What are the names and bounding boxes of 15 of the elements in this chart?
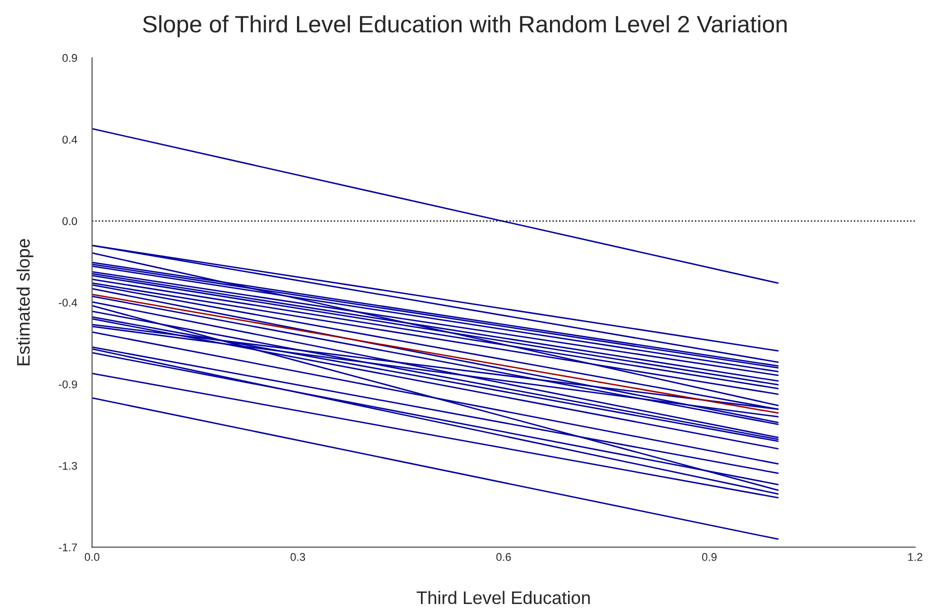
y-axis-title: Estimated slope — [16, 239, 34, 366]
x-tick-label: 1.2 — [908, 553, 922, 561]
y-tick-label: 0.0 — [62, 217, 78, 226]
x-tick-label: 0.6 — [496, 553, 511, 561]
y-tick-label: -0.9 — [58, 380, 77, 388]
y-tick-label: 0.4 — [62, 136, 78, 144]
y-tick-label: -1.7 — [58, 544, 77, 552]
y-tick-label: -1.3 — [58, 462, 77, 470]
x-axis-title: Third Level Education — [416, 590, 590, 604]
x-tick-label: 0.9 — [702, 553, 717, 561]
y-tick-label: -0.4 — [58, 298, 78, 307]
x-tick-label: 0.3 — [290, 553, 306, 561]
chart-title: Slope of Third Level Education with Random Level 2 Variation — [142, 15, 787, 38]
y-tick-label: 0.9 — [62, 54, 77, 62]
x-tick-label: 0.0 — [84, 553, 100, 561]
